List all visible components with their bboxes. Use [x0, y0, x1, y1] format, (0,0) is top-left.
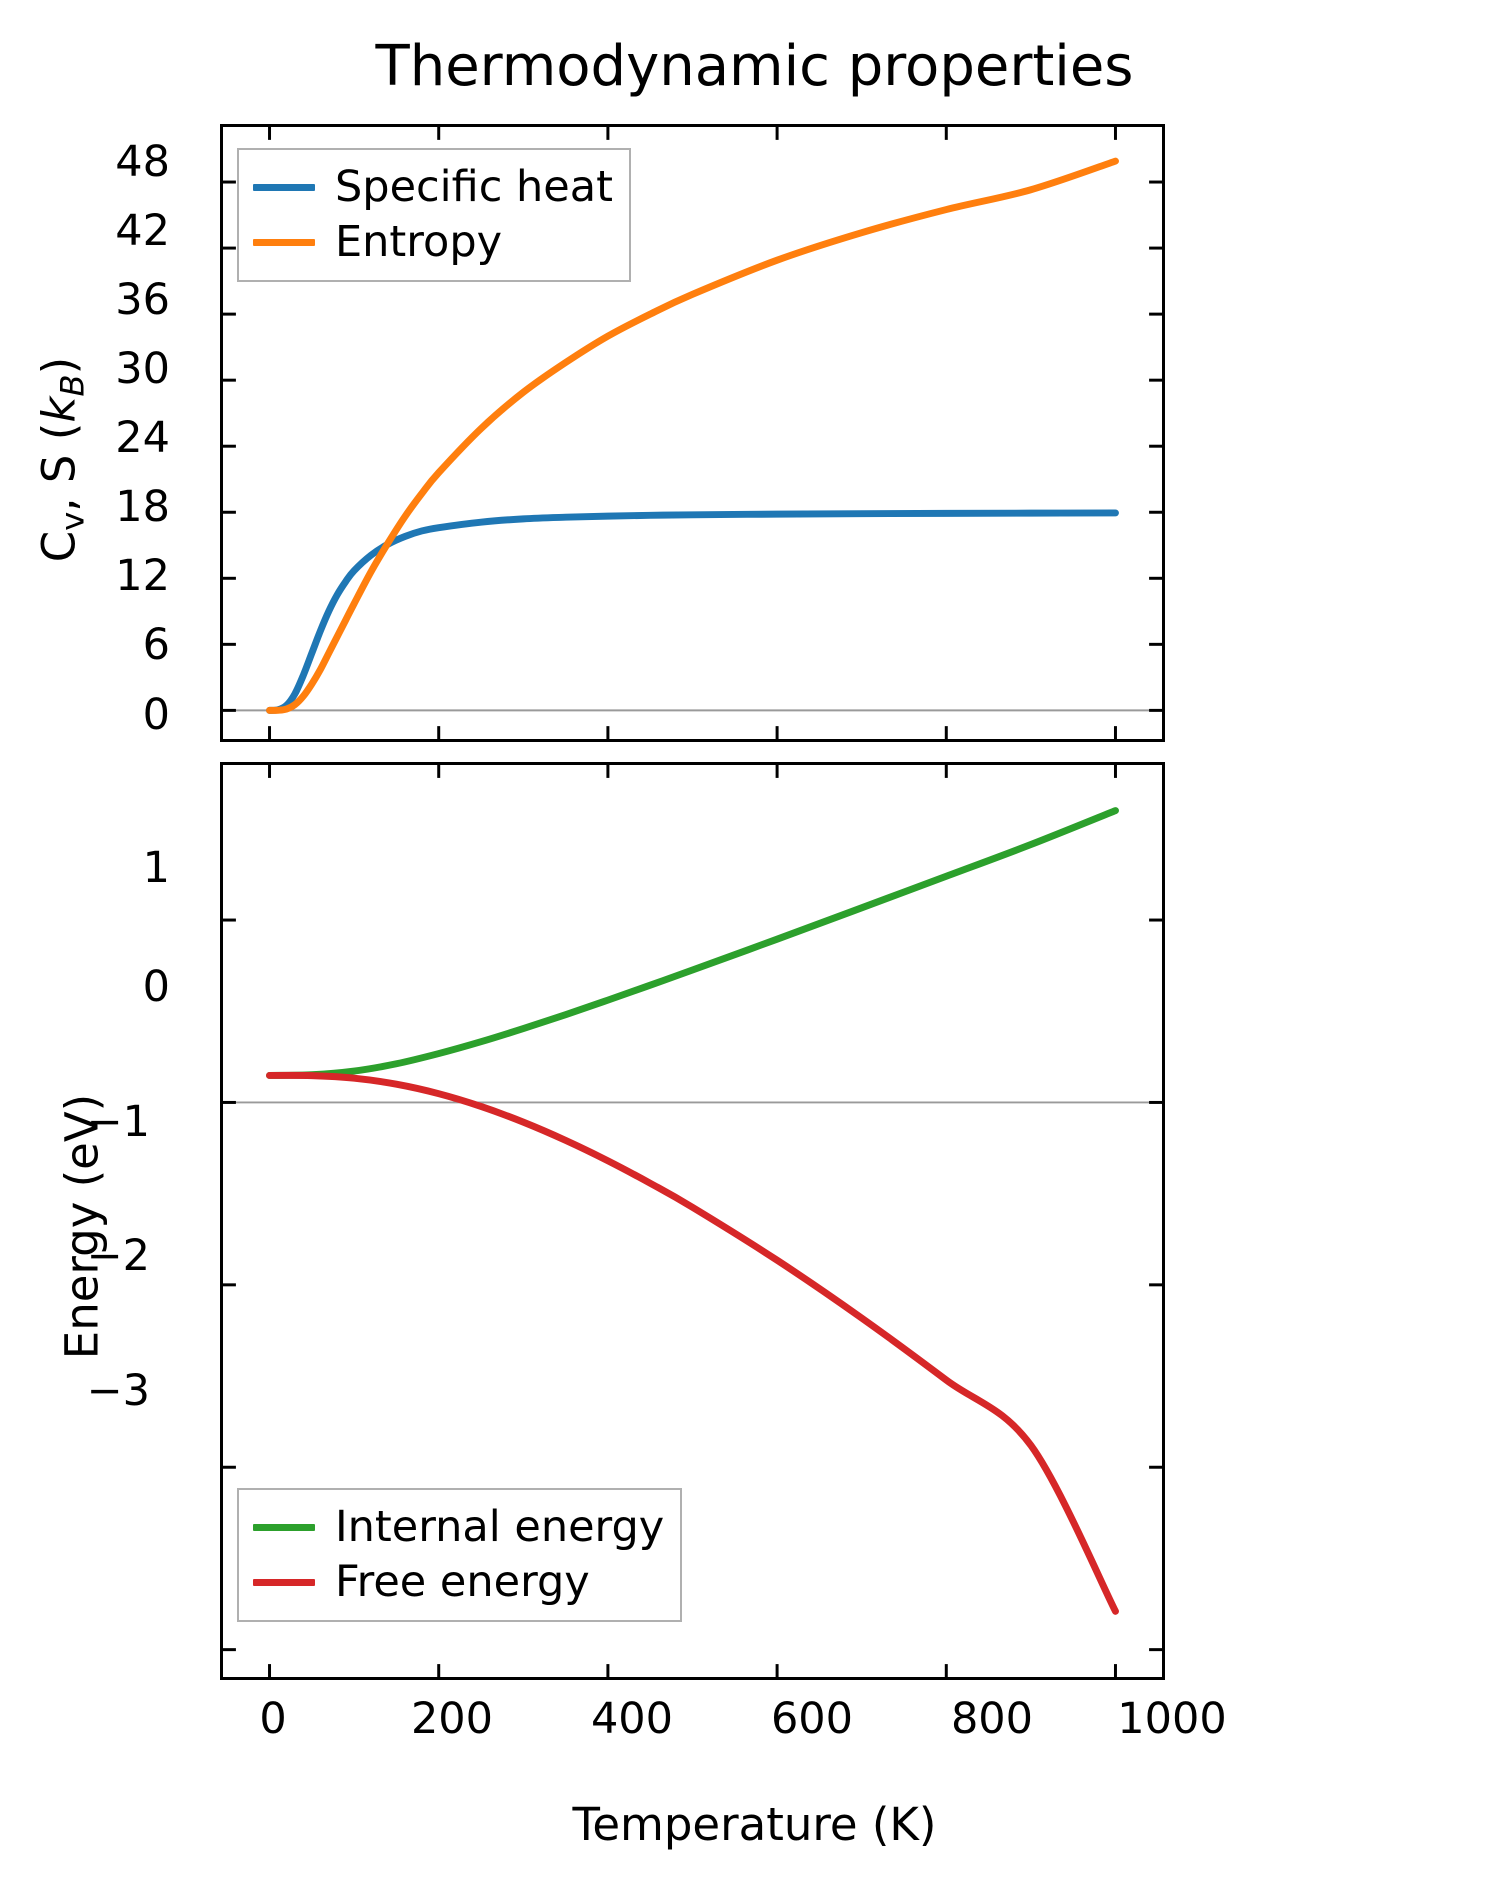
ytick-bottom-neg3: −3 [86, 1366, 150, 1416]
legend-label-specific-heat: Specific heat [335, 162, 613, 212]
ylabel-cv-prefix: C [32, 530, 86, 563]
legend-swatch-free-energy [253, 1579, 315, 1586]
ytick-bottom-neg1: −1 [86, 1097, 150, 1147]
xtick-200: 200 [410, 1694, 494, 1744]
bottom-panel-plot [223, 765, 1162, 1677]
bottom-panel-ylabel: Energy (eV) [55, 1093, 109, 1360]
xtick-0: 0 [259, 1694, 287, 1744]
top-panel-legend: Specific heat Entropy [237, 148, 631, 282]
ytick-top-18: 18 [115, 482, 170, 532]
xtick-600: 600 [770, 1694, 854, 1744]
ytick-top-42: 42 [115, 206, 170, 256]
legend-label-internal-energy: Internal energy [335, 1502, 665, 1552]
ytick-top-48: 48 [115, 137, 170, 187]
ytick-top-30: 30 [115, 344, 170, 394]
ylabel-suffix: ) [32, 356, 86, 375]
ylabel-cv-sub: v [53, 511, 92, 531]
xaxis-label: Temperature (K) [572, 1798, 937, 1851]
ytick-bottom-neg2: −2 [86, 1231, 150, 1281]
ytick-bottom-1: 1 [142, 843, 170, 893]
top-panel-plot [223, 127, 1162, 739]
ytick-top-6: 6 [142, 620, 170, 670]
legend-label-entropy: Entropy [335, 217, 503, 267]
xtick-800: 800 [950, 1694, 1034, 1744]
ylabel-mid: , S ( [32, 422, 86, 512]
bottom-panel-legend: Internal energy Free energy [237, 1488, 683, 1622]
legend-swatch-entropy [253, 239, 315, 246]
legend-item-internal-energy[interactable]: Internal energy [253, 1500, 664, 1555]
ytick-top-0: 0 [142, 690, 170, 740]
legend-swatch-specific-heat [253, 184, 315, 191]
ytick-top-12: 12 [115, 551, 170, 601]
ylabel-kb-sub: B [53, 374, 92, 397]
top-panel-ylabel: Cv, S (kB) [32, 250, 91, 670]
figure-title: Thermodynamic properties [375, 34, 1134, 99]
ytick-bottom-0: 0 [142, 962, 170, 1012]
legend-item-entropy[interactable]: Entropy [253, 215, 613, 270]
legend-item-specific-heat[interactable]: Specific heat [253, 160, 613, 215]
legend-swatch-internal-energy [253, 1524, 315, 1531]
legend-label-free-energy: Free energy [335, 1557, 590, 1607]
ytick-top-24: 24 [115, 413, 170, 463]
xtick-1000: 1000 [1117, 1694, 1227, 1744]
ytick-top-36: 36 [115, 275, 170, 325]
legend-item-free-energy[interactable]: Free energy [253, 1555, 664, 1610]
xtick-400: 400 [590, 1694, 674, 1744]
ylabel-kb-italic: k [32, 396, 86, 423]
